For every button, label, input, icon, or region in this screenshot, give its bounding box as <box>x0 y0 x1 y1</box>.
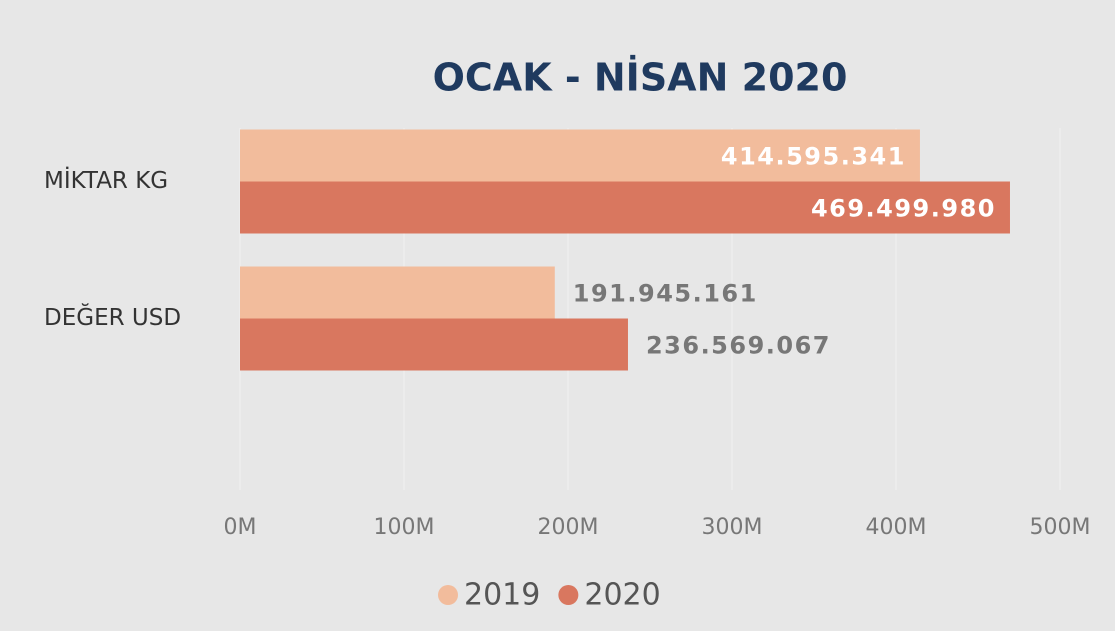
bar <box>240 129 920 182</box>
x-tick-label: 200M <box>538 515 599 540</box>
x-tick-label: 0M <box>224 515 257 540</box>
legend-label: 2020 <box>584 578 660 613</box>
x-tick-label: 300M <box>702 515 763 540</box>
value-label: 191.945.161 <box>573 280 758 308</box>
category-label: MİKTAR KG <box>44 166 168 194</box>
value-label: 414.595.341 <box>721 143 906 171</box>
legend-marker <box>438 585 458 605</box>
bar <box>240 318 628 371</box>
x-tick-label: 100M <box>374 515 435 540</box>
value-label: 236.569.067 <box>646 332 831 360</box>
legend-label: 2019 <box>464 578 540 613</box>
chart-title: OCAK - NİSAN 2020 <box>433 56 848 100</box>
category-label: DEĞER USD <box>44 303 181 331</box>
value-label: 469.499.980 <box>811 195 996 223</box>
legend-marker <box>558 585 579 605</box>
x-tick-label: 500M <box>1030 515 1091 540</box>
x-tick-label: 400M <box>866 515 927 540</box>
bar <box>240 181 1010 234</box>
bar <box>240 266 555 319</box>
